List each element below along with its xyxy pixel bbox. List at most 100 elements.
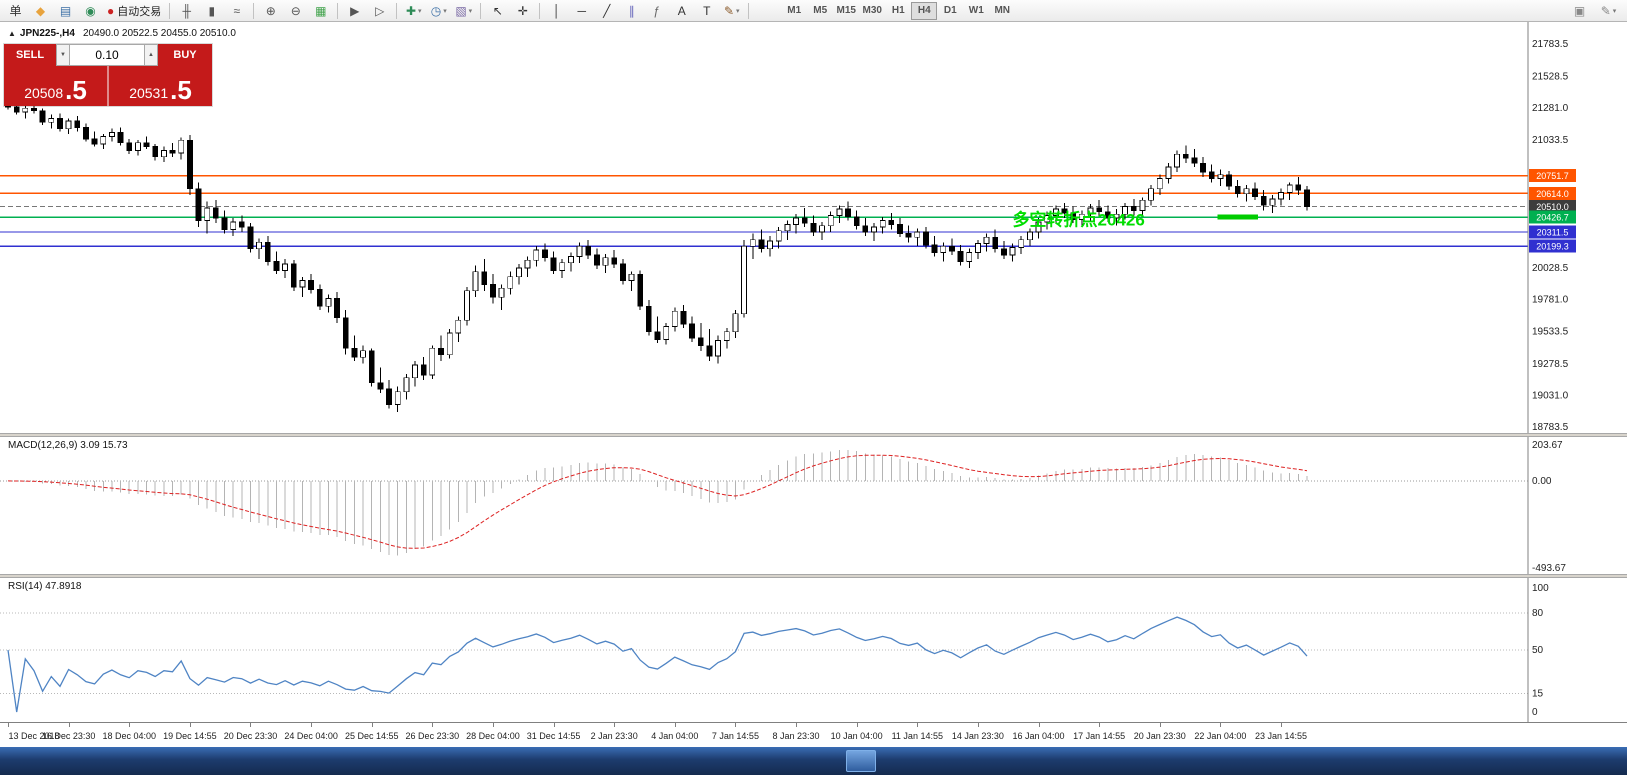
new-order-button[interactable]: ◆ xyxy=(28,1,53,20)
chart-annotation-text[interactable]: 多空转折点20426 xyxy=(1013,210,1145,230)
time-axis[interactable]: 13 Dec 2018 16 Dec 23:30 18 Dec 04:00 19 De… xyxy=(0,722,1627,747)
taskbar-app-button[interactable] xyxy=(846,750,876,772)
arrows-button[interactable]: ✎ ▾ xyxy=(719,1,744,20)
taskbar xyxy=(0,747,1627,775)
y-axis-label: 19031.0 xyxy=(1532,390,1569,401)
price-level-chip-label: 20199.3 xyxy=(1536,242,1569,252)
one-click-trading-panel: SELL ▼ ▲ BUY 20508.5 20531.5 xyxy=(4,44,212,106)
timeframe-m1[interactable]: M1 xyxy=(787,5,802,16)
market-watch-button[interactable]: ▤ xyxy=(53,1,78,20)
dock-window-icon: ▣ xyxy=(1573,4,1586,18)
templates-button[interactable]: ▧ ▾ xyxy=(451,1,476,20)
line-chart-button[interactable]: ≈ xyxy=(224,1,249,20)
macd-panel[interactable]: 203.67 0.00 -493.67 MACD(12,26,9) 3.09 15.… xyxy=(0,437,1627,574)
toolbar-separator xyxy=(253,2,255,19)
rsi-axis-label: 80 xyxy=(1532,608,1544,619)
price-level-chip xyxy=(1529,186,1576,200)
label-button[interactable]: T xyxy=(694,1,719,20)
price-divider xyxy=(107,66,109,106)
cursor-icon: ↖ xyxy=(492,3,503,18)
time-axis-label: 24 Dec 04:00 xyxy=(284,731,338,741)
timeframe-h1[interactable]: H1 xyxy=(891,5,905,16)
price-level-chip xyxy=(1529,225,1576,239)
candlestick-chart[interactable]: 多空转折点20426 21783.5 21528.5 21281.0 21033.5 20… xyxy=(0,22,1627,433)
vertical-line-icon: │ xyxy=(553,3,561,18)
auto-scroll-button[interactable]: ▶ xyxy=(342,1,367,20)
fibonacci-button[interactable]: ƒ xyxy=(644,1,669,20)
time-tick xyxy=(68,723,70,727)
macd-axis-label: 0.00 xyxy=(1532,476,1552,487)
autotrading-button[interactable]: ● 自动交易 xyxy=(103,1,165,20)
timeframe-m15[interactable]: M15 xyxy=(836,5,856,16)
price-chart-panel[interactable]: 多空转折点20426 21783.5 21528.5 21281.0 21033.5 20… xyxy=(0,22,1627,433)
panel-toggle-icon[interactable]: ▲ xyxy=(8,29,16,38)
channel-button[interactable]: ∥ xyxy=(619,1,644,20)
toolbar-separator xyxy=(169,2,171,19)
tile-windows-icon: ▦ xyxy=(315,3,327,18)
bar-chart-button[interactable]: ╫ xyxy=(174,1,199,20)
order-menu-button[interactable]: 单 xyxy=(3,1,28,20)
time-axis-label: 25 Dec 14:55 xyxy=(344,731,399,741)
price-level-chip-label: 20426.7 xyxy=(1536,213,1569,223)
y-axis-label: 20028.5 xyxy=(1532,263,1569,274)
horizontal-line-icon: ─ xyxy=(577,3,586,18)
panel-splitter[interactable] xyxy=(0,574,1627,578)
timeframe-w1[interactable]: W1 xyxy=(968,5,984,16)
periods-button[interactable]: ◷ ▾ xyxy=(426,1,451,20)
highlight-segment[interactable] xyxy=(1217,214,1259,220)
vertical-line-button[interactable]: │ xyxy=(544,1,569,20)
time-axis-label: 28 Dec 04:00 xyxy=(466,731,520,741)
navigator-button[interactable]: ◉ xyxy=(78,1,103,20)
trade-panel-prices: 20508.5 20531.5 xyxy=(4,66,212,106)
zoom-out-button[interactable]: ⊖ xyxy=(283,1,308,20)
label-icon: T xyxy=(703,3,711,18)
panel-splitter[interactable] xyxy=(0,433,1627,437)
candlestick-icon: ▮ xyxy=(208,3,216,18)
zoom-in-icon: ⊕ xyxy=(265,3,276,18)
timeframe-m5[interactable]: M5 xyxy=(813,5,828,16)
buy-button[interactable]: BUY xyxy=(158,44,212,66)
y-axis-label: 21281.0 xyxy=(1532,103,1569,114)
indicators-button[interactable]: ✚ ▾ xyxy=(401,1,426,20)
tile-windows-button[interactable]: ▦ xyxy=(308,1,333,20)
add-indicator-icon: ✚ xyxy=(405,3,417,18)
zoom-in-button[interactable]: ⊕ xyxy=(258,1,283,20)
crosshair-button[interactable]: ✛ xyxy=(510,1,535,20)
price-level-chip-label: 20751.7 xyxy=(1536,171,1569,181)
timeframe-d1[interactable]: D1 xyxy=(943,5,957,16)
horizontal-line-button[interactable]: ─ xyxy=(569,1,594,20)
text-button[interactable]: A xyxy=(669,1,694,20)
buy-price-display[interactable]: 20531.5 xyxy=(109,66,212,106)
line-chart-icon: ≈ xyxy=(233,3,241,18)
trade-panel-controls: SELL ▼ ▲ BUY xyxy=(4,44,212,66)
quick-draw-button[interactable]: ✎ ▾ xyxy=(1596,2,1621,21)
sell-price-frac: .5 xyxy=(65,74,87,105)
market-watch-icon: ▤ xyxy=(59,3,72,18)
time-tick xyxy=(250,723,252,727)
sell-price-display[interactable]: 20508.5 xyxy=(4,66,107,106)
buy-price-main: 20531 xyxy=(129,84,169,101)
timeframe-mn[interactable]: MN xyxy=(994,5,1011,16)
macd-histogram xyxy=(16,449,1308,556)
dock-button[interactable]: ▣ xyxy=(1567,2,1592,21)
chart-shift-button[interactable]: ▷ xyxy=(367,1,392,20)
volume-increase-button[interactable]: ▲ xyxy=(144,44,158,66)
volume-decrease-button[interactable]: ▼ xyxy=(56,44,70,66)
new-order-icon: ◆ xyxy=(35,3,46,18)
rsi-panel[interactable]: 100 80 50 15 0 RSI(14) 47.8918 xyxy=(0,578,1627,722)
main-toolbar: 单 ◆ ▤ ◉ ● 自动交易 ╫ ▮ ≈ ⊕ ⊖ ▦ ▶ ▷ ✚ ▾ ◷ ▾ ▧ ▾ ↖ ✛ │ ─ ╱ ∥ ƒ A T ✎ ▾ M1 M5 M1… xyxy=(0,0,1627,22)
trendline-button[interactable]: ╱ xyxy=(594,1,619,20)
candlestick-button[interactable]: ▮ xyxy=(199,1,224,20)
timeframe-h4[interactable]: H4 xyxy=(911,1,938,20)
rsi-axis-label: 0 xyxy=(1532,707,1538,718)
time-axis-label: 23 Jan 14:55 xyxy=(1254,731,1308,741)
y-axis-label: 19533.5 xyxy=(1532,326,1569,337)
order-icon: 单 xyxy=(9,3,22,18)
zoom-out-icon: ⊖ xyxy=(290,3,301,18)
timeframe-m30[interactable]: M30 xyxy=(862,5,882,16)
time-axis-label: 4 Jan 04:00 xyxy=(651,731,699,741)
volume-input[interactable] xyxy=(70,44,144,66)
toolbar-separator xyxy=(396,2,398,19)
cursor-button[interactable]: ↖ xyxy=(485,1,510,20)
sell-button[interactable]: SELL xyxy=(4,44,56,66)
